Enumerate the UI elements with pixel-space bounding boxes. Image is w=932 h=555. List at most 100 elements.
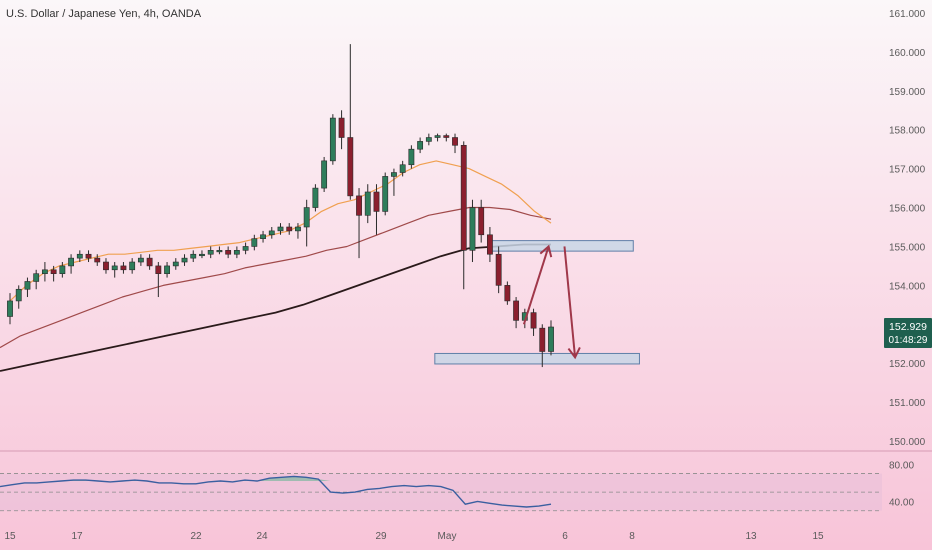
candle-body	[434, 135, 441, 138]
last-price-box	[884, 318, 932, 349]
ema-mid-line	[0, 206, 552, 349]
candle	[137, 254, 144, 266]
candle-body	[347, 137, 354, 197]
candle	[216, 246, 223, 255]
candle-body	[268, 230, 275, 236]
candle	[199, 250, 205, 259]
candle	[111, 262, 118, 278]
arrow-head	[539, 244, 553, 258]
candle-body	[364, 191, 371, 216]
candle-body	[303, 207, 310, 228]
candle	[321, 156, 328, 192]
arrows	[522, 244, 581, 360]
candle-body	[172, 261, 179, 267]
candle	[76, 250, 83, 263]
candle	[15, 285, 22, 309]
price-tick-label: 150.000	[889, 437, 926, 448]
candle	[425, 133, 432, 146]
candle	[172, 258, 179, 270]
time-tick-label: 13	[745, 531, 757, 542]
candle-body	[111, 265, 118, 271]
candle-body	[338, 117, 345, 138]
candle	[504, 281, 511, 305]
candle	[478, 199, 485, 243]
candle	[33, 269, 40, 290]
candle-body	[356, 195, 362, 216]
price-tick-label: 152.000	[889, 359, 926, 370]
candle	[417, 137, 424, 154]
candle-body	[425, 137, 432, 142]
candle	[399, 160, 406, 177]
candle-body	[286, 226, 293, 232]
price-tick-label: 155.000	[889, 242, 926, 253]
time-tick-label: May	[438, 531, 457, 542]
candle-body	[50, 269, 57, 274]
candle-body	[155, 265, 162, 274]
candle-body	[146, 257, 153, 267]
rsi-tick-label: 80.00	[889, 460, 914, 471]
chart-title: U.S. Dollar / Japanese Yen, 4h, OANDA	[6, 8, 202, 20]
rsi-tick-label: 40.00	[889, 497, 914, 508]
candle-body	[382, 176, 389, 212]
candle	[146, 254, 153, 270]
price-tick-label: 160.000	[889, 48, 926, 59]
time-tick-label: 29	[375, 531, 387, 542]
candle	[460, 141, 467, 290]
arrow-shaft	[563, 246, 577, 358]
candle	[382, 172, 389, 216]
candle-body	[76, 253, 83, 259]
candle-body	[216, 250, 223, 253]
candle-body	[530, 312, 537, 329]
candle	[373, 184, 380, 235]
candle-body	[329, 117, 336, 162]
candle	[408, 145, 415, 169]
resistance-zone	[489, 240, 634, 252]
candle-body	[478, 207, 485, 236]
candle-body	[469, 207, 476, 251]
candle-body	[85, 253, 92, 259]
candle-body	[408, 148, 415, 166]
candle	[303, 199, 310, 247]
candle	[103, 258, 109, 274]
arrow-head	[567, 347, 581, 360]
last-price-value: 152.929	[889, 321, 927, 333]
candle-body	[312, 187, 319, 208]
candle	[277, 223, 284, 235]
candle-body	[495, 253, 502, 286]
candle-body	[59, 265, 66, 274]
candle	[233, 246, 240, 259]
candle-body	[103, 261, 109, 271]
candle	[59, 262, 66, 278]
candle-body	[24, 281, 31, 290]
candle-body	[460, 144, 467, 251]
candle	[242, 242, 249, 255]
candle-body	[225, 250, 232, 255]
candle-body	[295, 226, 301, 232]
time-tick-label: 22	[190, 531, 202, 542]
arrow-up	[522, 244, 553, 325]
candle	[286, 223, 293, 235]
candle	[207, 246, 214, 259]
candle-body	[548, 326, 554, 352]
candle	[225, 246, 232, 259]
candle-body	[190, 253, 197, 259]
rsi-line	[0, 475, 552, 508]
candle	[85, 250, 92, 263]
candle	[329, 114, 336, 165]
candle-body	[251, 238, 258, 247]
candle-body	[539, 327, 546, 352]
rsi-overbought-fill	[0, 476, 551, 481]
candle-body	[504, 285, 511, 302]
candle	[356, 188, 362, 259]
time-tick-label: 17	[71, 531, 83, 542]
candle	[364, 184, 371, 224]
candle	[268, 227, 275, 239]
price-axis: 161.000 160.000 159.000 158.000 157.000 156.0…	[889, 9, 926, 448]
candle-body	[181, 257, 188, 263]
candle-body	[391, 172, 397, 177]
time-tick-label: 15	[4, 531, 16, 542]
candle	[164, 262, 170, 278]
rsi-pane: 80.00 40.00	[0, 460, 914, 512]
candle	[469, 199, 476, 263]
